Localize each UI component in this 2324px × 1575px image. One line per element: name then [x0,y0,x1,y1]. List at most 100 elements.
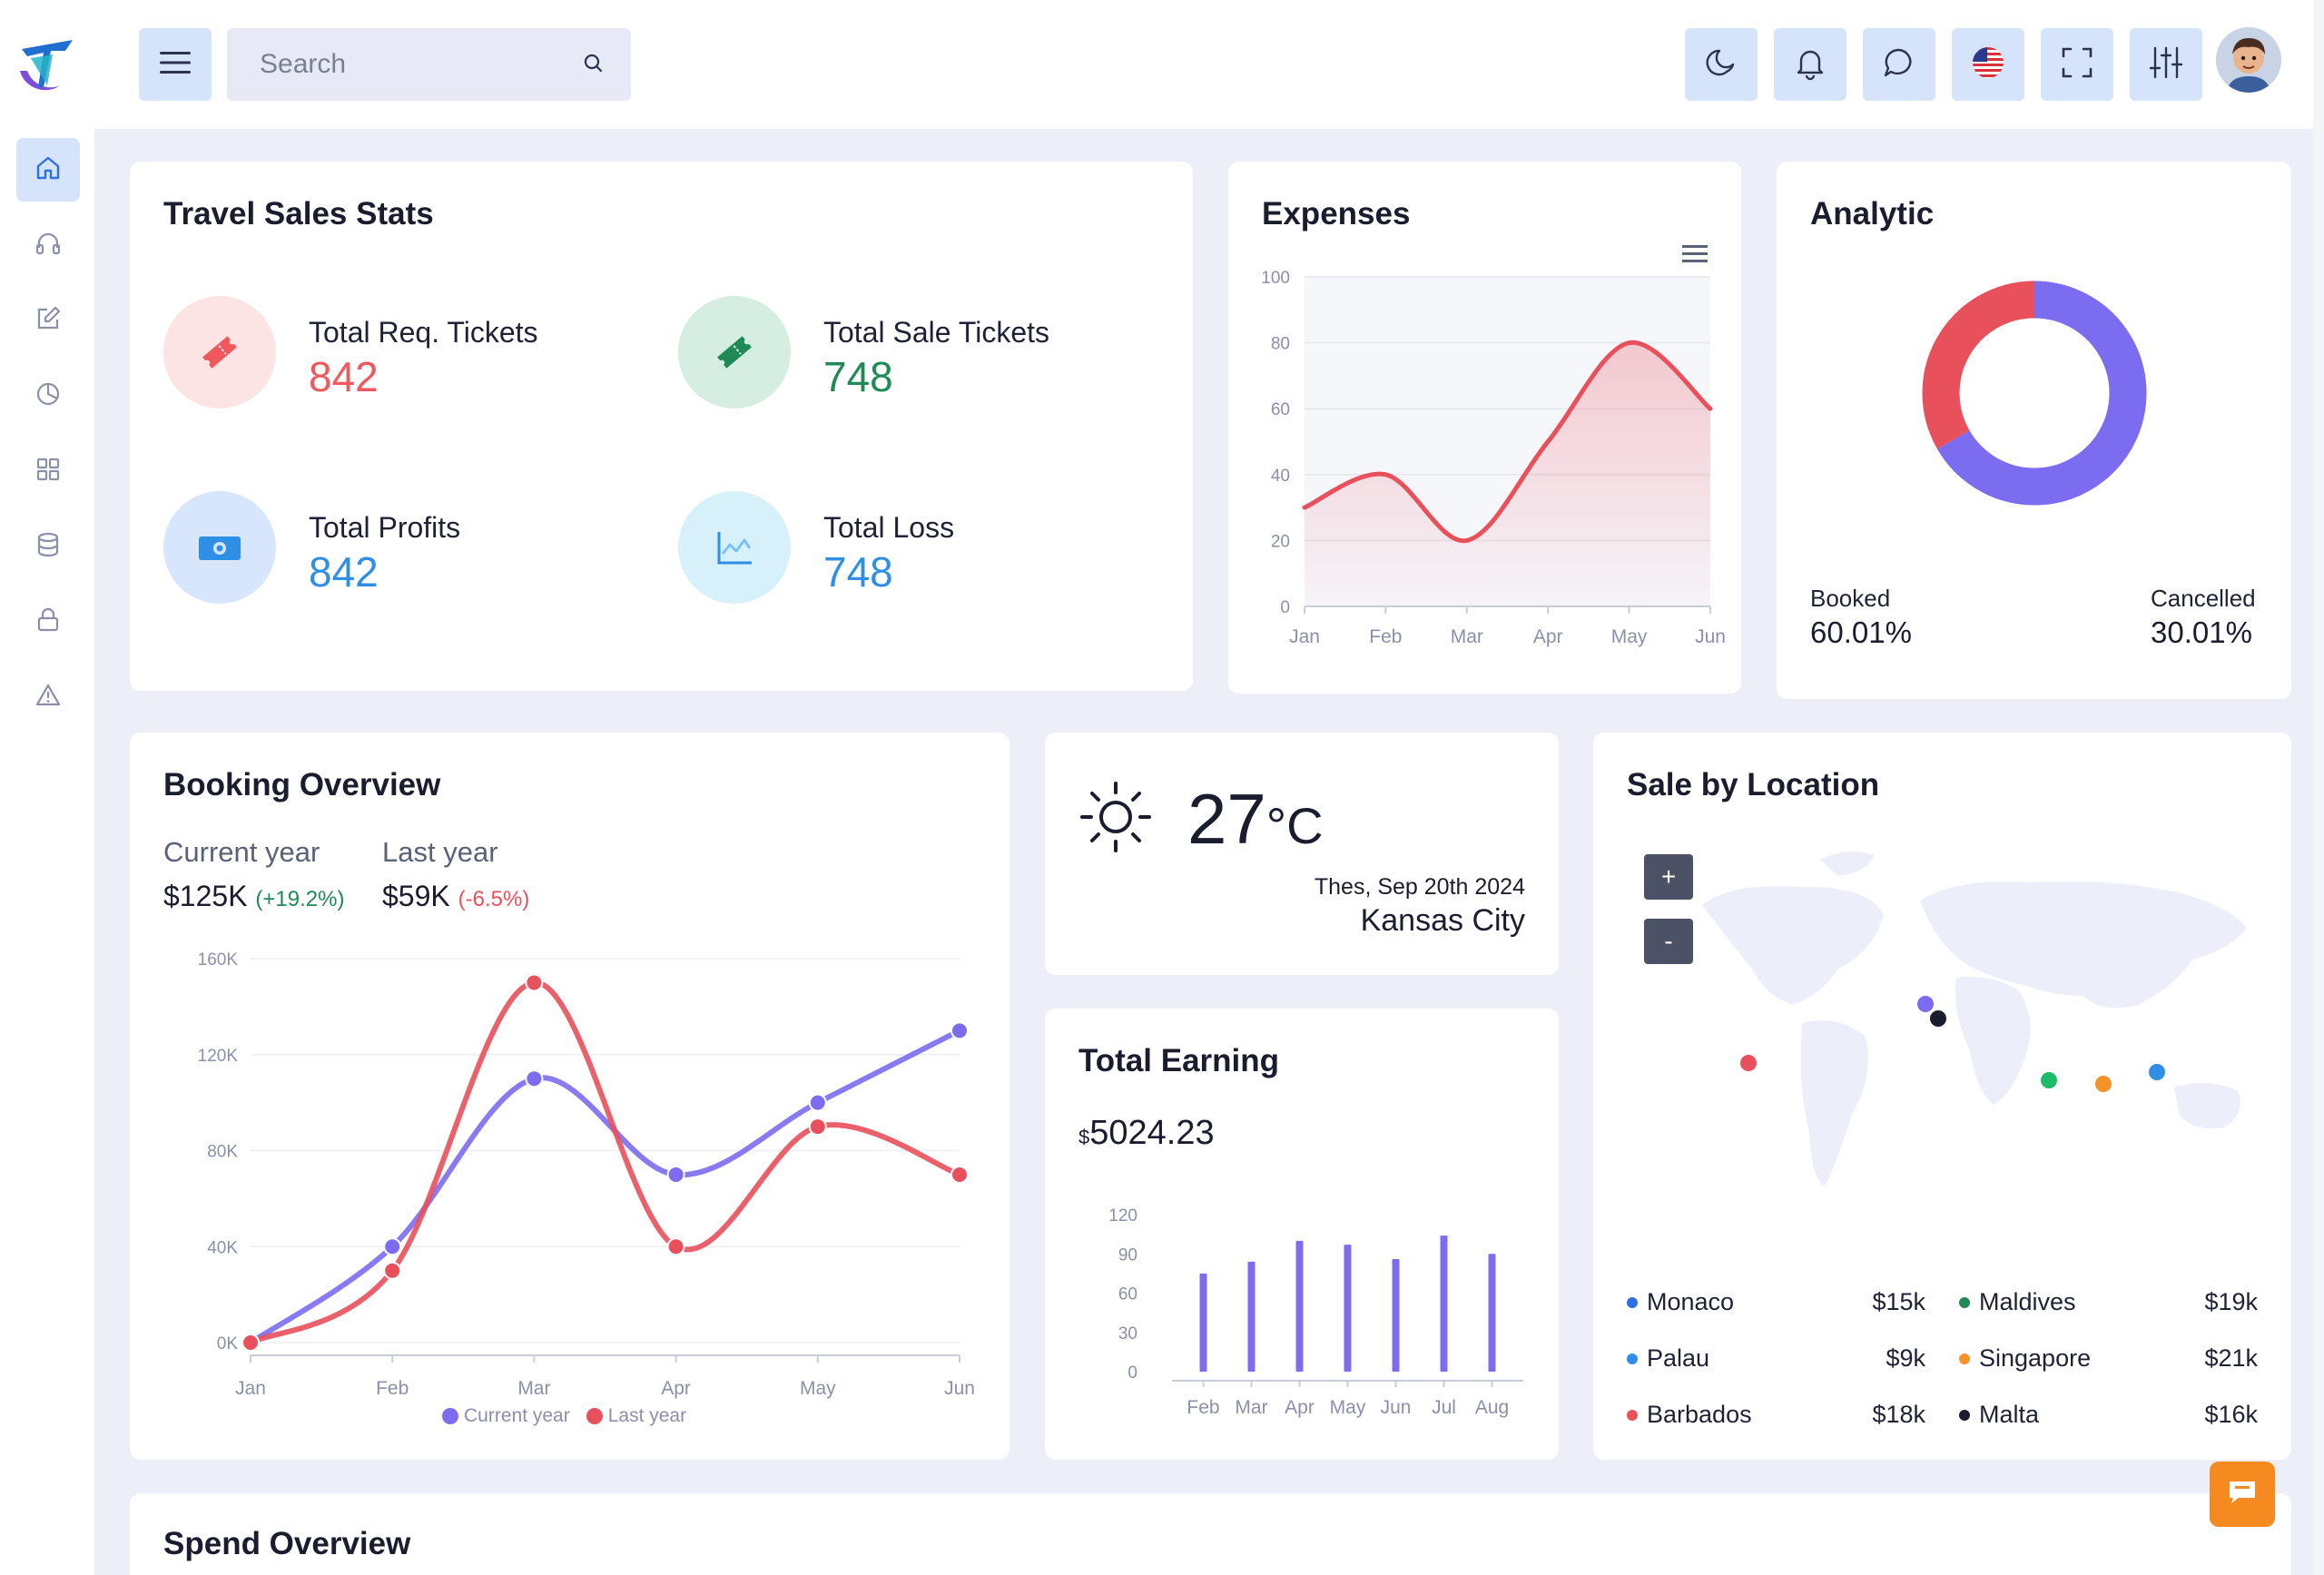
map-marker-singapore[interactable] [2095,1076,2112,1092]
map-marker-barbados[interactable] [1740,1055,1757,1071]
user-avatar[interactable] [2216,27,2281,93]
y-tick-label: 0K [217,1334,239,1354]
series-line [248,1028,962,1345]
x-tick-label: Jan [235,1378,266,1399]
x-tick-label: Feb [1187,1397,1219,1418]
chart-down-icon [678,491,791,604]
last-year-value: $59K [382,880,450,912]
sidebar-item-support[interactable] [16,213,80,277]
menu-icon [160,50,191,80]
sliders-icon [2148,44,2184,85]
last-year-summary: $59K (-6.5%) [382,880,529,913]
settings-button[interactable] [2130,28,2202,101]
earning-value: 5024.23 [1089,1114,1215,1152]
bar [1247,1261,1256,1372]
data-point [383,1237,402,1256]
location-name: Monaco [1647,1288,1735,1315]
data-point [666,1237,685,1256]
search-box[interactable] [227,28,631,101]
sidebar-item-reports[interactable] [16,364,80,428]
chart-menu-button[interactable] [1682,243,1709,270]
current-year-change: (+19.2%) [255,887,345,911]
bell-icon [1792,44,1828,85]
y-tick-label: 120K [198,1047,239,1066]
stat-total-sale-tickets: Total Sale Tickets 748 [678,296,1132,409]
y-tick-label: 0 [1128,1363,1137,1383]
x-tick-label: Jan [1289,626,1320,647]
sidebar-item-alerts[interactable] [16,665,80,729]
y-tick-label: 100 [1261,269,1290,288]
language-button[interactable] [1952,28,2024,101]
sidebar-item-apps[interactable] [16,439,80,503]
x-tick-label: Jun [1695,626,1726,647]
booked-value: 60.01% [1810,615,1912,649]
cancelled-label: Cancelled [2151,585,2256,612]
area-fill [1305,342,1710,606]
data-point [525,1069,544,1088]
analytic-donut-chart [1922,281,2147,506]
x-tick-label: Jul [1432,1397,1456,1418]
x-tick-label: Jun [1381,1397,1412,1418]
stat-label: Total Sale Tickets [823,316,1049,349]
moon-icon [1703,44,1739,85]
sidebar-item-security[interactable] [16,590,80,654]
fullscreen-icon [2061,46,2093,84]
sidebar-item-home[interactable] [16,138,80,202]
home-icon [34,154,62,186]
y-tick-label: 80 [1271,335,1290,354]
stat-value: 748 [823,548,893,596]
grid-icon [34,456,62,487]
messages-button[interactable] [1863,28,1935,101]
data-point [525,973,544,992]
top-header [0,0,2324,129]
location-row-maldives: Maldives [1959,1288,2076,1316]
fullscreen-button[interactable] [2041,28,2113,101]
search-icon[interactable] [584,54,604,78]
series-line [248,979,962,1345]
database-icon [34,531,62,563]
data-point [950,1165,969,1184]
x-tick-label: Jun [944,1378,975,1399]
map-marker-palau[interactable] [2149,1064,2165,1080]
map-marker-monaco[interactable] [1917,996,1934,1012]
sidebar-item-database[interactable] [16,515,80,578]
sale-by-location-card: Sale by Location + - Monaco $15k Maldive… [1593,733,2291,1460]
map-marker-malta[interactable] [1930,1010,1946,1027]
zoom-out-button[interactable]: - [1644,919,1693,964]
analytic-card: Analytic Booked 60.01% Cancelled 30.01% [1777,162,2291,699]
legend-label-current[interactable]: Current year [464,1405,570,1426]
y-tick-label: 40K [207,1238,238,1257]
donut-slice-booked [1937,281,2147,506]
page-scrollbar[interactable] [2313,0,2324,1575]
travel-sales-card: Travel Sales Stats Total Req. Tickets 84… [130,162,1193,691]
weather-card: 27°C Thes, Sep 20th 2024 Kansas City [1045,733,1559,975]
data-point [241,1334,260,1352]
legend-label-last[interactable]: Last year [607,1405,687,1426]
ticket-icon [678,296,791,409]
hamburger-icon [1682,245,1709,269]
card-title: Expenses [1262,196,1411,231]
sidebar-item-edit[interactable] [16,289,80,352]
bar [1344,1245,1352,1372]
app-logo[interactable] [13,31,82,100]
menu-toggle-button[interactable] [139,28,212,101]
wallet-icon [163,491,276,604]
card-title: Analytic [1810,196,1935,231]
dark-mode-button[interactable] [1685,28,1758,101]
donut-slice-cancelled [1922,281,2035,449]
world-map[interactable] [1593,733,2291,1241]
map-marker-maldives[interactable] [2041,1072,2057,1088]
chat-fab-button[interactable] [2210,1462,2275,1527]
location-value: $15k [1872,1288,1925,1315]
bar [1392,1259,1400,1372]
card-title: Spend Overview [163,1526,411,1561]
booked-label: Booked [1810,585,1891,612]
legend-dot [1959,1409,1970,1421]
ticket-icon [163,296,276,409]
current-year-summary: $125K (+19.2%) [163,880,344,913]
x-tick-label: Mar [1451,626,1483,647]
notifications-button[interactable] [1774,28,1846,101]
y-tick-label: 20 [1271,532,1290,551]
zoom-in-button[interactable]: + [1644,854,1693,900]
search-input[interactable] [260,49,559,80]
